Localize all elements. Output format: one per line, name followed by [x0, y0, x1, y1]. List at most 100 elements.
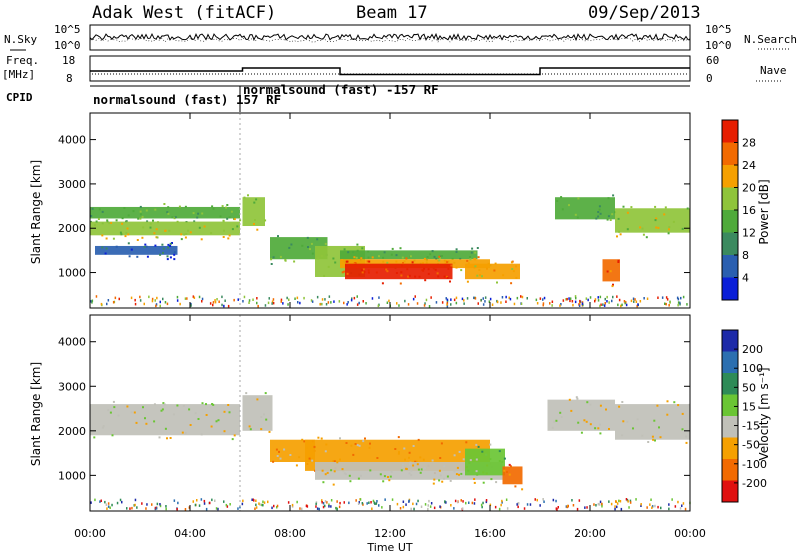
power-speckle	[139, 210, 142, 213]
power-speckle	[474, 251, 477, 254]
velocity-noise	[239, 505, 241, 509]
power-speckle	[663, 213, 666, 216]
velocity-speckle	[685, 441, 688, 444]
power-noise	[377, 304, 380, 308]
power-noise	[416, 302, 419, 305]
velocity-noise	[433, 506, 436, 510]
velocity-speckle	[233, 434, 236, 437]
power-speckle	[434, 268, 437, 271]
velocity-noise	[200, 498, 203, 501]
colorbar-swatch	[722, 210, 738, 233]
power-speckle	[681, 227, 684, 230]
velocity-speckle	[162, 402, 165, 405]
colorbar-swatch	[722, 416, 738, 438]
velocity-speckle	[397, 436, 400, 439]
velocity-noise	[482, 501, 484, 505]
velocity-noise	[366, 502, 368, 505]
power-speckle	[106, 219, 109, 222]
power-speckle	[606, 218, 609, 221]
power-noise	[559, 304, 561, 307]
power-speckle	[153, 232, 156, 235]
velocity-noise	[567, 504, 569, 508]
power-speckle	[561, 208, 564, 211]
power-noise	[139, 299, 142, 302]
velocity-speckle	[469, 459, 472, 462]
velocity-noise	[517, 502, 520, 505]
velocity-noise	[255, 506, 258, 509]
power-noise	[268, 297, 270, 300]
power-speckle	[169, 244, 172, 247]
velocity-noise	[501, 499, 503, 503]
velocity-noise	[552, 498, 555, 502]
y-tick-label: 1000	[58, 469, 86, 482]
power-noise	[297, 301, 299, 304]
power-speckle	[391, 247, 394, 250]
power-noise	[624, 301, 626, 305]
velocity-speckle	[456, 466, 459, 469]
power-noise	[388, 299, 390, 303]
power-speckle	[451, 257, 454, 260]
velocity-speckle	[489, 443, 492, 446]
velocity-speckle	[475, 457, 478, 460]
velocity-speckle	[599, 432, 602, 435]
velocity-band	[242, 395, 273, 431]
velocity-speckle	[135, 421, 138, 424]
power-noise	[441, 301, 444, 304]
colorbar-swatch	[722, 351, 738, 373]
power-band	[345, 263, 453, 280]
colorbar-swatch	[722, 232, 738, 255]
power-band	[95, 245, 178, 255]
velocity-noise	[381, 506, 383, 509]
velocity-y-ticks: 1000 2000 3000 4000	[58, 336, 690, 482]
velocity-noise	[133, 504, 135, 507]
velocity-speckle	[449, 479, 452, 482]
power-noise	[520, 302, 523, 305]
power-noise	[620, 304, 622, 308]
velocity-speckle	[632, 427, 634, 430]
velocity-noise	[226, 505, 229, 508]
power-noise	[599, 304, 601, 308]
power-speckle	[399, 247, 402, 250]
power-speckle	[334, 261, 337, 264]
x-axis-ticks: 00:00 04:00 08:00 12:00 16:00 20:00 00:00	[74, 113, 706, 540]
power-speckle	[228, 216, 231, 219]
power-noise	[398, 304, 400, 307]
velocity-noise	[625, 498, 628, 501]
velocity-speckle	[467, 469, 470, 472]
velocity-speckle	[433, 478, 436, 481]
power-speckle	[599, 212, 602, 215]
velocity-speckle	[580, 431, 583, 434]
velocity-speckle	[172, 413, 175, 416]
colorbar-swatch	[722, 373, 738, 395]
power-speckle	[598, 205, 601, 208]
velocity-noise	[614, 507, 616, 511]
power-speckle	[402, 262, 404, 265]
velocity-noise	[556, 508, 558, 511]
velocity-noise	[444, 500, 446, 503]
velocity-noise	[99, 500, 101, 503]
velocity-speckle	[379, 473, 382, 476]
velocity-noise	[129, 507, 131, 510]
colorbar-tick-label: 28	[742, 137, 756, 150]
power-speckle	[474, 258, 477, 261]
nsky-panel-frame	[89, 24, 691, 51]
velocity-noise	[506, 507, 509, 510]
power-noise	[316, 295, 319, 299]
power-noise	[616, 295, 618, 298]
velocity-speckle	[188, 408, 191, 411]
velocity-noise	[417, 499, 419, 503]
velocity-noise	[372, 499, 375, 503]
power-noise	[107, 299, 110, 302]
velocity-speckle	[163, 403, 166, 406]
power-noise	[621, 303, 623, 307]
power-speckle	[163, 203, 166, 205]
velocity-speckle	[658, 426, 660, 429]
power-speckle	[141, 236, 144, 239]
power-noise	[666, 298, 669, 301]
power-noise	[114, 296, 117, 300]
power-speckle	[654, 219, 657, 222]
power-noise	[134, 298, 136, 302]
velocity-speckle	[551, 426, 554, 429]
velocity-speckle	[279, 457, 282, 460]
velocity-noise	[134, 503, 136, 507]
